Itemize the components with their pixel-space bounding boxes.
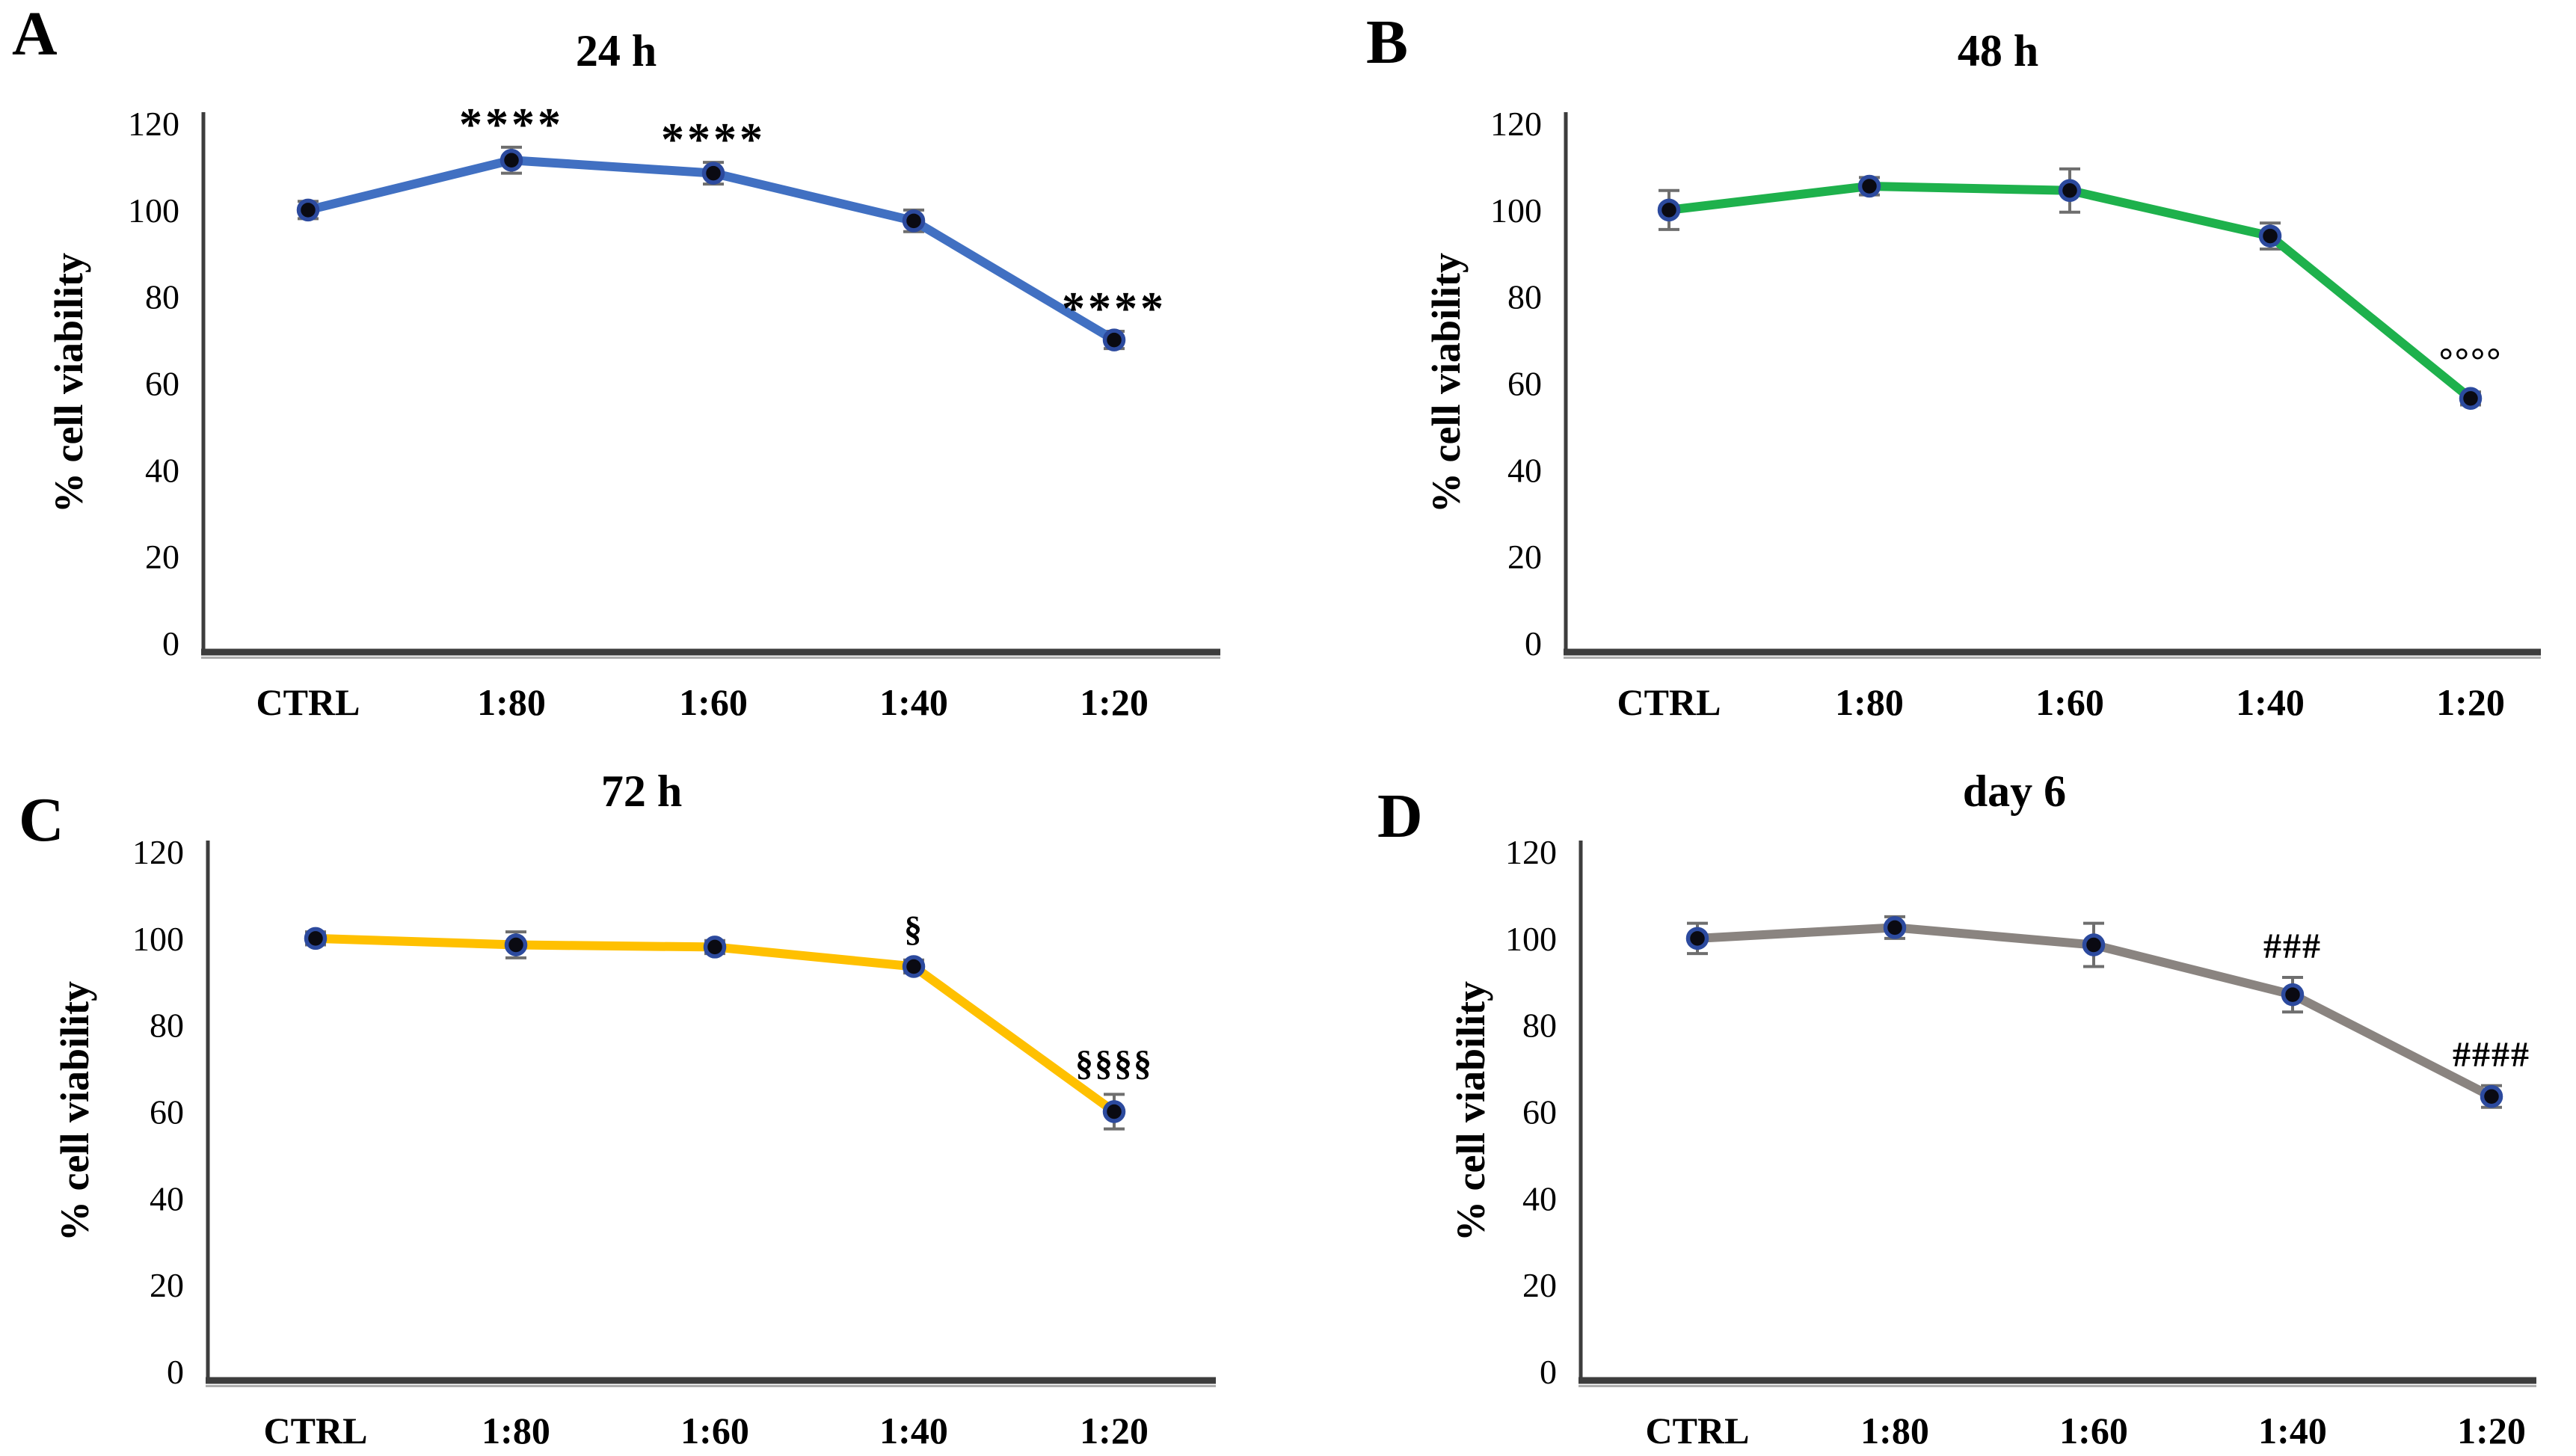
x-category-label: 1:80 bbox=[1860, 1410, 1929, 1452]
x-category-label: 1:60 bbox=[2059, 1410, 2128, 1452]
panel-c: C 72 h % cell viability 0 20 40 60 80 100 120 C… bbox=[0, 728, 1288, 1456]
y-tick-label: 120 bbox=[1490, 105, 1542, 143]
x-category-label: 1:20 bbox=[2457, 1410, 2526, 1452]
x-category-label: CTRL bbox=[1617, 681, 1721, 723]
panel-a: A 24 h % cell viability 0 20 40 60 80 100 120 C… bbox=[0, 0, 1288, 728]
x-category-label: 1:40 bbox=[2258, 1410, 2327, 1452]
y-tick-label: 80 bbox=[150, 1007, 184, 1045]
data-point-marker bbox=[1883, 916, 1907, 939]
x-category-label: 1:20 bbox=[2436, 681, 2505, 723]
significance-annotation: °°°° bbox=[2439, 341, 2503, 381]
y-tick-label: 20 bbox=[1507, 538, 1542, 576]
chart-title: day 6 bbox=[1962, 767, 2067, 816]
significance-annotation: #### bbox=[2453, 1035, 2530, 1075]
x-category-label: CTRL bbox=[264, 1410, 368, 1452]
y-tick-label: 20 bbox=[1522, 1266, 1557, 1304]
significance-annotation: § bbox=[904, 909, 923, 949]
y-tick-label: 60 bbox=[1507, 365, 1542, 403]
panel-letter: A bbox=[12, 0, 58, 69]
y-tick-label: 40 bbox=[145, 451, 179, 489]
significance-annotation: **** bbox=[661, 114, 766, 165]
x-category-label: 1:20 bbox=[1080, 1410, 1149, 1452]
y-tick-label: 40 bbox=[1522, 1179, 1557, 1217]
significance-annotation: **** bbox=[1062, 283, 1166, 334]
x-category-label: 1:40 bbox=[879, 681, 948, 723]
data-point-marker bbox=[2082, 933, 2106, 956]
data-point-marker bbox=[902, 209, 926, 233]
data-point-marker bbox=[701, 162, 725, 185]
data-point-marker bbox=[1657, 198, 1681, 222]
x-category-label: 1:80 bbox=[477, 681, 546, 723]
y-tick-label: 100 bbox=[128, 191, 179, 230]
y-tick-label: 100 bbox=[1505, 920, 1557, 958]
data-point-marker bbox=[296, 198, 320, 222]
y-tick-label: 20 bbox=[150, 1266, 184, 1304]
x-category-label: CTRL bbox=[256, 681, 360, 723]
data-point-marker bbox=[1685, 927, 1709, 950]
significance-annotation: **** bbox=[459, 99, 564, 150]
data-point-marker bbox=[2281, 983, 2305, 1007]
data-point-marker bbox=[2459, 387, 2483, 411]
significance-annotation: §§§§ bbox=[1075, 1043, 1153, 1083]
panel-b: B 48 h % cell viability 0 20 40 60 80 100 120 C… bbox=[1288, 0, 2576, 728]
y-tick-label: 120 bbox=[128, 105, 179, 143]
y-tick-label: 100 bbox=[132, 920, 184, 958]
x-category-label: 1:60 bbox=[680, 1410, 749, 1452]
line-chart-24h: 0 20 40 60 80 100 120 CTRL 1:80 1:60 1:40 1:20 **** *… bbox=[128, 99, 1220, 723]
y-tick-label: 80 bbox=[1522, 1007, 1557, 1045]
data-point-marker bbox=[1857, 174, 1881, 198]
panel-letter: C bbox=[19, 785, 64, 855]
y-tick-label: 0 bbox=[1525, 624, 1542, 663]
data-line bbox=[304, 156, 1119, 345]
y-tick-label: 60 bbox=[150, 1093, 184, 1131]
y-tick-label: 0 bbox=[1540, 1353, 1557, 1391]
y-tick-label: 0 bbox=[167, 1353, 184, 1391]
x-category-label: CTRL bbox=[1646, 1410, 1750, 1452]
y-tick-label: 120 bbox=[1505, 833, 1557, 871]
panel-d: D day 6 % cell viability 0 20 40 60 80 100 120… bbox=[1288, 728, 2576, 1456]
data-point-marker bbox=[902, 955, 926, 978]
significance-annotation: ### bbox=[2263, 927, 2322, 966]
y-tick-label: 120 bbox=[132, 833, 184, 871]
y-tick-label: 80 bbox=[145, 278, 179, 316]
chart-title: 24 h bbox=[575, 26, 657, 76]
data-point-marker bbox=[1102, 328, 1126, 351]
data-point-marker bbox=[703, 936, 727, 959]
data-point-marker bbox=[1102, 1100, 1126, 1123]
x-category-label: 1:80 bbox=[482, 1410, 550, 1452]
y-tick-label: 0 bbox=[162, 624, 179, 663]
data-point-marker bbox=[2058, 179, 2082, 203]
y-tick-label: 60 bbox=[1522, 1093, 1557, 1131]
y-tick-label: 40 bbox=[150, 1179, 184, 1217]
y-tick-label: 80 bbox=[1507, 278, 1542, 316]
y-tick-label: 100 bbox=[1490, 191, 1542, 230]
y-tick-label: 40 bbox=[1507, 451, 1542, 489]
line-chart-48h: 0 20 40 60 80 100 120 CTRL 1:80 1:60 1:40 1:20 °°°° bbox=[1490, 105, 2541, 723]
x-category-label: 1:60 bbox=[2035, 681, 2104, 723]
data-line bbox=[1664, 181, 2475, 403]
chart-title: 72 h bbox=[600, 767, 683, 816]
y-tick-label: 60 bbox=[145, 365, 179, 403]
data-line bbox=[311, 933, 1119, 1116]
x-category-label: 1:20 bbox=[1080, 681, 1149, 723]
x-category-label: 1:60 bbox=[679, 681, 748, 723]
data-point-marker bbox=[504, 933, 528, 956]
data-point-marker bbox=[304, 927, 328, 950]
chart-title: 48 h bbox=[1957, 26, 2039, 76]
data-point-marker bbox=[2258, 224, 2282, 248]
x-category-label: 1:40 bbox=[2236, 681, 2305, 723]
x-category-label: 1:80 bbox=[1835, 681, 1904, 723]
y-tick-label: 20 bbox=[145, 538, 179, 576]
panel-letter: D bbox=[1377, 781, 1423, 851]
data-point-marker bbox=[499, 148, 523, 172]
data-point-marker bbox=[2480, 1084, 2503, 1108]
x-category-label: 1:40 bbox=[879, 1410, 948, 1452]
panel-letter: B bbox=[1366, 7, 1409, 77]
